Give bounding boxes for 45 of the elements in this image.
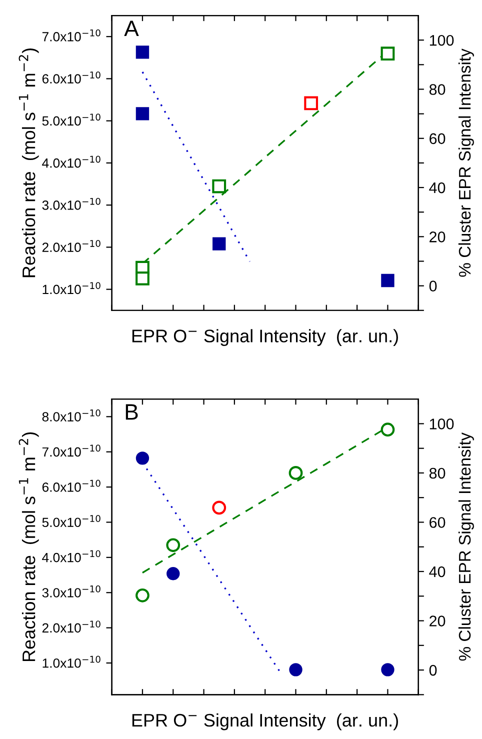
point <box>380 422 395 437</box>
y2-tick-label: 20 <box>430 232 446 242</box>
y-axis-title: Reaction rate (mol s$^{−1}$ m$^{−2}$) <box>18 432 39 662</box>
annotation: B <box>126 404 138 420</box>
annotation: A <box>124 20 139 36</box>
y-tick-label: 5.0x10$^{−10}$ <box>42 515 100 528</box>
y-tick-label: 8.0x10$^{−10}$ <box>42 409 100 422</box>
y-axis-title: Reaction rate (mol s$^{−1}$ m$^{−2}$) <box>18 48 39 278</box>
y-tick-label: 5.0x10$^{−10}$ <box>42 114 100 126</box>
y2-tick-label: 100 <box>430 34 454 46</box>
point <box>304 96 318 110</box>
point <box>212 500 226 515</box>
y-tick-label: 4.0x10$^{−10}$ <box>42 156 100 168</box>
x-axis-title: EPR O$^{−}$ Signal Intensity (ar. un.) <box>132 329 398 346</box>
y2-tick-label: 40 <box>429 182 446 194</box>
y2-tick-label: 40 <box>429 566 446 578</box>
point <box>212 179 226 194</box>
point <box>380 46 395 61</box>
y-tick-label: 6.0x10$^{−10}$ <box>42 71 100 84</box>
y2-tick-label: 80 <box>429 84 446 95</box>
y-tick-label: 3.0x10$^{−10}$ <box>42 198 100 210</box>
y-tick-label: 4.0x10$^{−10}$ <box>42 550 100 562</box>
y-tick-label: 3.0x10$^{−10}$ <box>42 585 100 598</box>
y-tick-label: 7.0x10$^{−10}$ <box>42 444 100 457</box>
line-series <box>142 71 251 262</box>
y2-tick-label: 20 <box>430 616 446 626</box>
y-tick-label: 7.0x10$^{−10}$ <box>42 29 100 42</box>
point <box>288 466 303 480</box>
y2-tick-label: 60 <box>430 517 446 528</box>
y2-tick-label: 80 <box>429 468 446 479</box>
y2-axis-title: % Cluster EPR Signal Intensity <box>458 432 474 661</box>
y2-axis-title: % Cluster EPR Signal Intensity <box>458 48 474 277</box>
y2-tick-label: 0 <box>429 664 437 676</box>
y-tick-label: 2.0x10$^{−10}$ <box>42 240 100 252</box>
y2-tick-label: 100 <box>430 418 454 430</box>
y-tick-label: 6.0x10$^{−10}$ <box>42 480 100 492</box>
y-tick-label: 2.0x10$^{−10}$ <box>42 620 100 633</box>
point <box>136 271 150 286</box>
point <box>136 588 150 602</box>
y2-tick-label: 0 <box>429 280 437 292</box>
y-tick-label: 1.0x10$^{−10}$ <box>42 282 100 294</box>
y2-tick-label: 60 <box>430 133 446 144</box>
point <box>166 538 180 552</box>
x-axis-title: EPR O$^{−}$ Signal Intensity (ar. un.) <box>132 713 398 730</box>
y-tick-label: 1.0x10$^{−10}$ <box>42 656 100 668</box>
